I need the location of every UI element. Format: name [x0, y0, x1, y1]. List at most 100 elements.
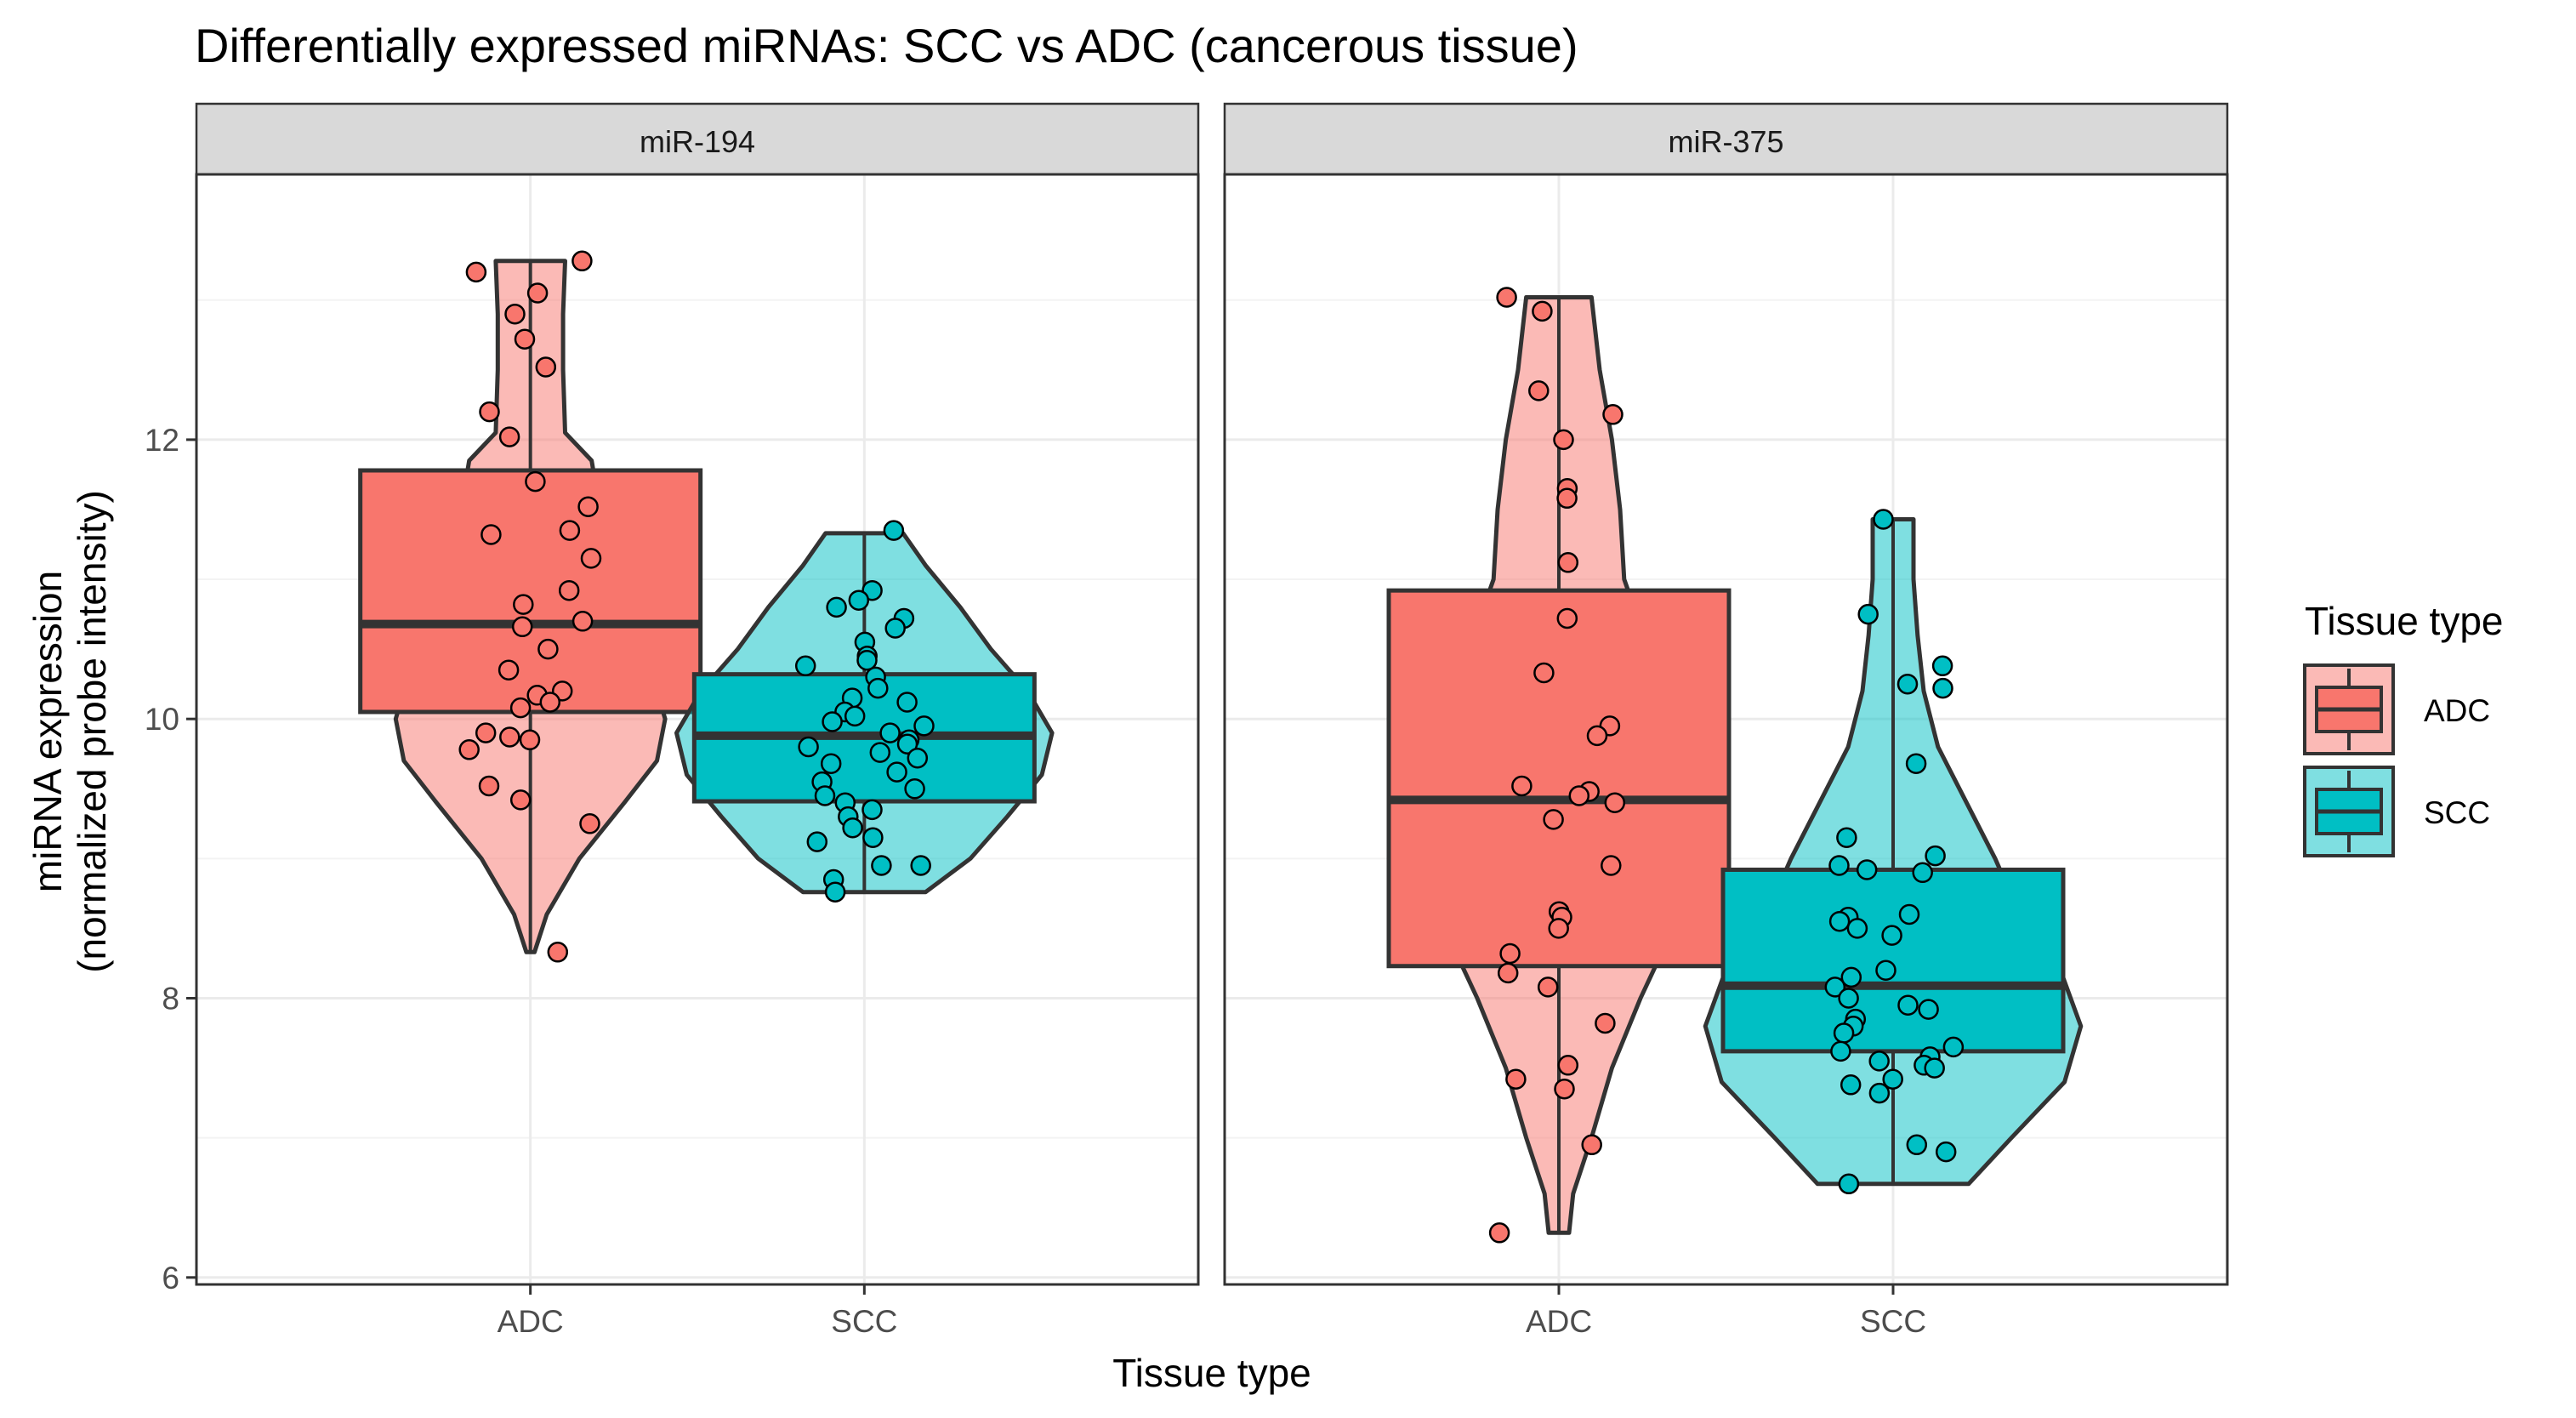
data-point: [814, 785, 836, 806]
data-point: [537, 638, 559, 660]
data-point: [511, 616, 533, 638]
legend-key-scc: SCC: [2303, 766, 2490, 857]
data-point: [1857, 603, 1879, 625]
data-point: [1918, 999, 1939, 1020]
data-point: [475, 722, 497, 743]
data-point: [1896, 673, 1919, 695]
legend-key-adc: ADC: [2303, 663, 2490, 755]
data-point: [820, 753, 842, 774]
data-point: [842, 817, 863, 839]
facet-panel-mir-375: miR-375 ADC SCC: [1223, 102, 2229, 1339]
data-point: [1528, 380, 1550, 401]
data-point: [513, 594, 534, 615]
data-point: [884, 618, 906, 639]
data-point: [1905, 753, 1927, 774]
data-point: [806, 831, 828, 852]
data-point: [1897, 994, 1919, 1016]
data-point: [794, 655, 816, 677]
data-point: [1882, 1068, 1903, 1090]
facet-strip: [1223, 102, 2229, 176]
y-axis-title-line-1: miRNA expression: [26, 571, 70, 892]
data-point: [539, 692, 561, 713]
data-point: [879, 722, 901, 743]
data-point: [1931, 655, 1953, 677]
y-axis-title-line-2: (normalized probe intensity): [70, 490, 114, 973]
group-scc: [1703, 509, 2084, 1195]
data-point: [509, 697, 532, 719]
data-point: [1830, 1040, 1851, 1062]
data-point: [896, 692, 918, 713]
data-point: [1873, 509, 1894, 530]
data-point: [526, 282, 549, 304]
data-point: [465, 261, 487, 283]
data-point: [1548, 918, 1569, 939]
data-point: [1557, 552, 1579, 573]
y-tick-label: 12: [145, 423, 179, 458]
x-axis-title: Tissue type: [1112, 1351, 1311, 1395]
y-axis-title: miRNA expression (normalized probe inten…: [26, 490, 114, 973]
data-point: [862, 799, 883, 821]
data-point: [913, 715, 935, 737]
data-point: [1604, 792, 1626, 813]
data-point: [498, 659, 520, 681]
facet-strip-label: miR-194: [640, 124, 755, 159]
data-point: [1906, 1134, 1928, 1156]
data-point: [1824, 977, 1846, 998]
data-point: [1868, 1051, 1890, 1072]
box: [358, 468, 703, 715]
data-point: [498, 426, 520, 447]
data-point: [869, 742, 891, 763]
data-point: [871, 855, 892, 876]
data-point: [580, 548, 602, 569]
data-point: [1924, 1057, 1945, 1079]
y-tick-label: 6: [162, 1261, 179, 1296]
panel-border: [1223, 173, 2229, 1286]
data-point: [1496, 287, 1517, 308]
data-point: [1925, 845, 1946, 867]
data-point: [1840, 966, 1862, 988]
data-point: [519, 729, 541, 751]
data-point: [862, 827, 884, 848]
data-point: [1532, 300, 1553, 322]
data-point: [1856, 859, 1878, 880]
data-point: [1553, 429, 1574, 451]
data-point: [1932, 677, 1953, 699]
group-adc: [1386, 287, 1732, 1244]
legend-label: ADC: [2424, 693, 2490, 728]
data-point: [577, 496, 599, 517]
data-point: [481, 524, 502, 545]
data-point: [1595, 1012, 1616, 1034]
data-point: [824, 881, 846, 903]
facet-panel-mir-194: miR-194 ADC SCC 6 8 10 12: [145, 102, 1200, 1339]
data-point: [896, 733, 918, 755]
x-tick-label: ADC: [1526, 1304, 1592, 1339]
panel-border: [195, 173, 1200, 1286]
data-point: [479, 401, 500, 423]
data-point: [1556, 487, 1578, 510]
data-point: [558, 579, 580, 601]
data-point: [1875, 960, 1896, 981]
data-point: [1533, 662, 1555, 684]
data-point: [1488, 1222, 1510, 1244]
data-point: [1601, 855, 1622, 876]
group-scc: [674, 520, 1055, 903]
data-point: [559, 520, 581, 541]
data-point: [886, 761, 907, 783]
facet-strip-label: miR-375: [1668, 124, 1783, 159]
data-point: [1838, 988, 1859, 1009]
data-point: [844, 705, 866, 727]
data-point: [1846, 918, 1868, 939]
data-point: [1537, 977, 1559, 998]
panels-layer: miR-194 ADC SCC 6 8 10 12 miR-375 ADC SCC: [145, 102, 2229, 1339]
data-point: [1602, 404, 1624, 425]
data-point: [798, 736, 819, 758]
data-point: [910, 855, 931, 876]
legend-title: Tissue type: [2305, 599, 2504, 643]
data-point: [1838, 1173, 1860, 1195]
data-point: [1511, 775, 1533, 797]
data-point: [1840, 1074, 1862, 1096]
data-point: [1881, 925, 1902, 946]
data-point: [1833, 1022, 1855, 1044]
